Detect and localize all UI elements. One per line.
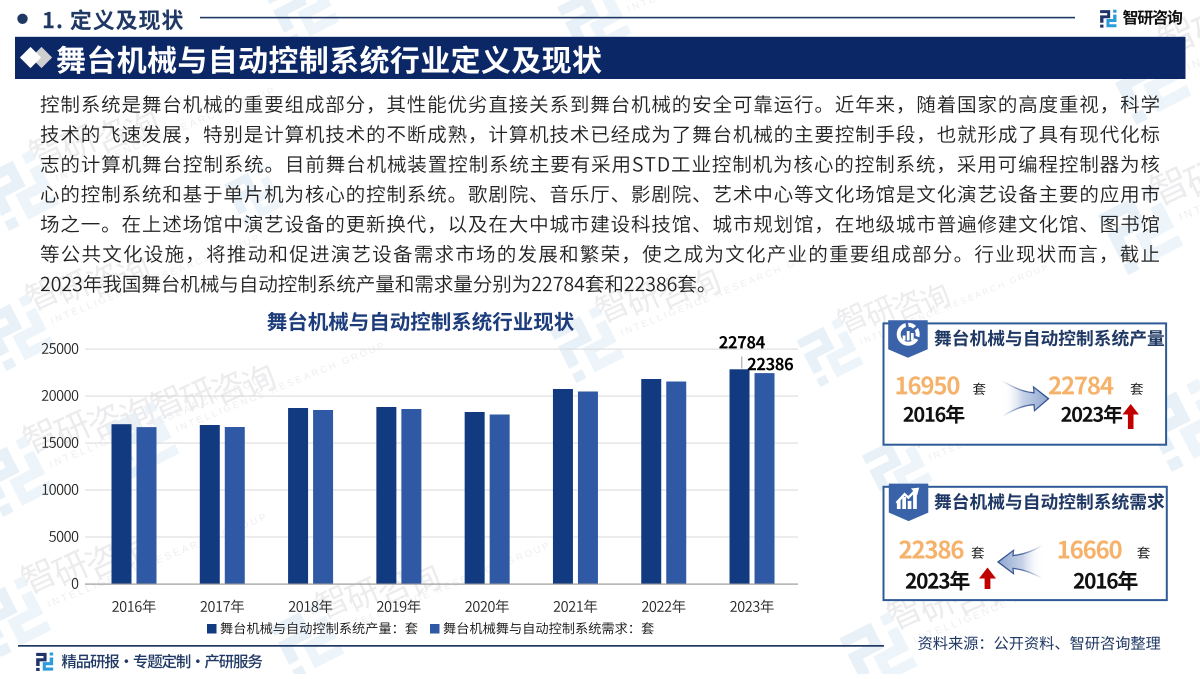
- svg-text:INTELLIGENCE RESEARCH GROUP: INTELLIGENCE RESEARCH GROUP: [626, 0, 840, 15]
- svg-text:INTELLIGENCE RESEARCH GROUP: INTELLIGENCE RESEARCH GROUP: [334, 0, 548, 3]
